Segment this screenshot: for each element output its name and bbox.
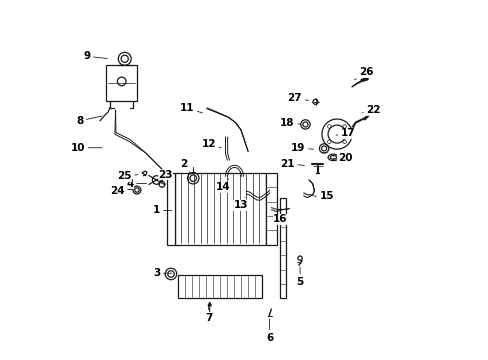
Text: 25: 25: [117, 171, 138, 181]
Text: 20: 20: [333, 153, 351, 163]
Text: 9: 9: [83, 51, 107, 61]
Text: 8: 8: [76, 116, 102, 126]
Bar: [167, 173, 174, 244]
Bar: [280, 198, 285, 298]
Text: 23: 23: [155, 170, 172, 180]
Text: 27: 27: [287, 93, 307, 103]
Text: 15: 15: [313, 191, 333, 201]
Text: 26: 26: [354, 67, 373, 80]
Text: 1: 1: [153, 206, 171, 216]
Text: 5: 5: [296, 267, 303, 287]
Text: 2: 2: [180, 159, 190, 174]
Bar: [174, 173, 265, 244]
Text: 7: 7: [204, 304, 212, 323]
Text: 3: 3: [153, 268, 171, 278]
Text: 14: 14: [215, 179, 230, 192]
Text: 12: 12: [201, 139, 221, 149]
Text: 19: 19: [290, 143, 313, 153]
Text: 16: 16: [273, 211, 287, 224]
Text: 18: 18: [280, 118, 300, 128]
Text: 11: 11: [180, 103, 202, 113]
Text: 4: 4: [126, 179, 146, 189]
Text: 13: 13: [233, 197, 247, 210]
Text: 6: 6: [265, 319, 273, 343]
Text: 21: 21: [280, 159, 304, 169]
Text: 17: 17: [335, 129, 355, 138]
Text: 22: 22: [361, 105, 380, 115]
Bar: [178, 275, 262, 298]
Text: 24: 24: [110, 186, 132, 196]
Text: 10: 10: [70, 143, 102, 153]
Bar: [265, 173, 277, 244]
